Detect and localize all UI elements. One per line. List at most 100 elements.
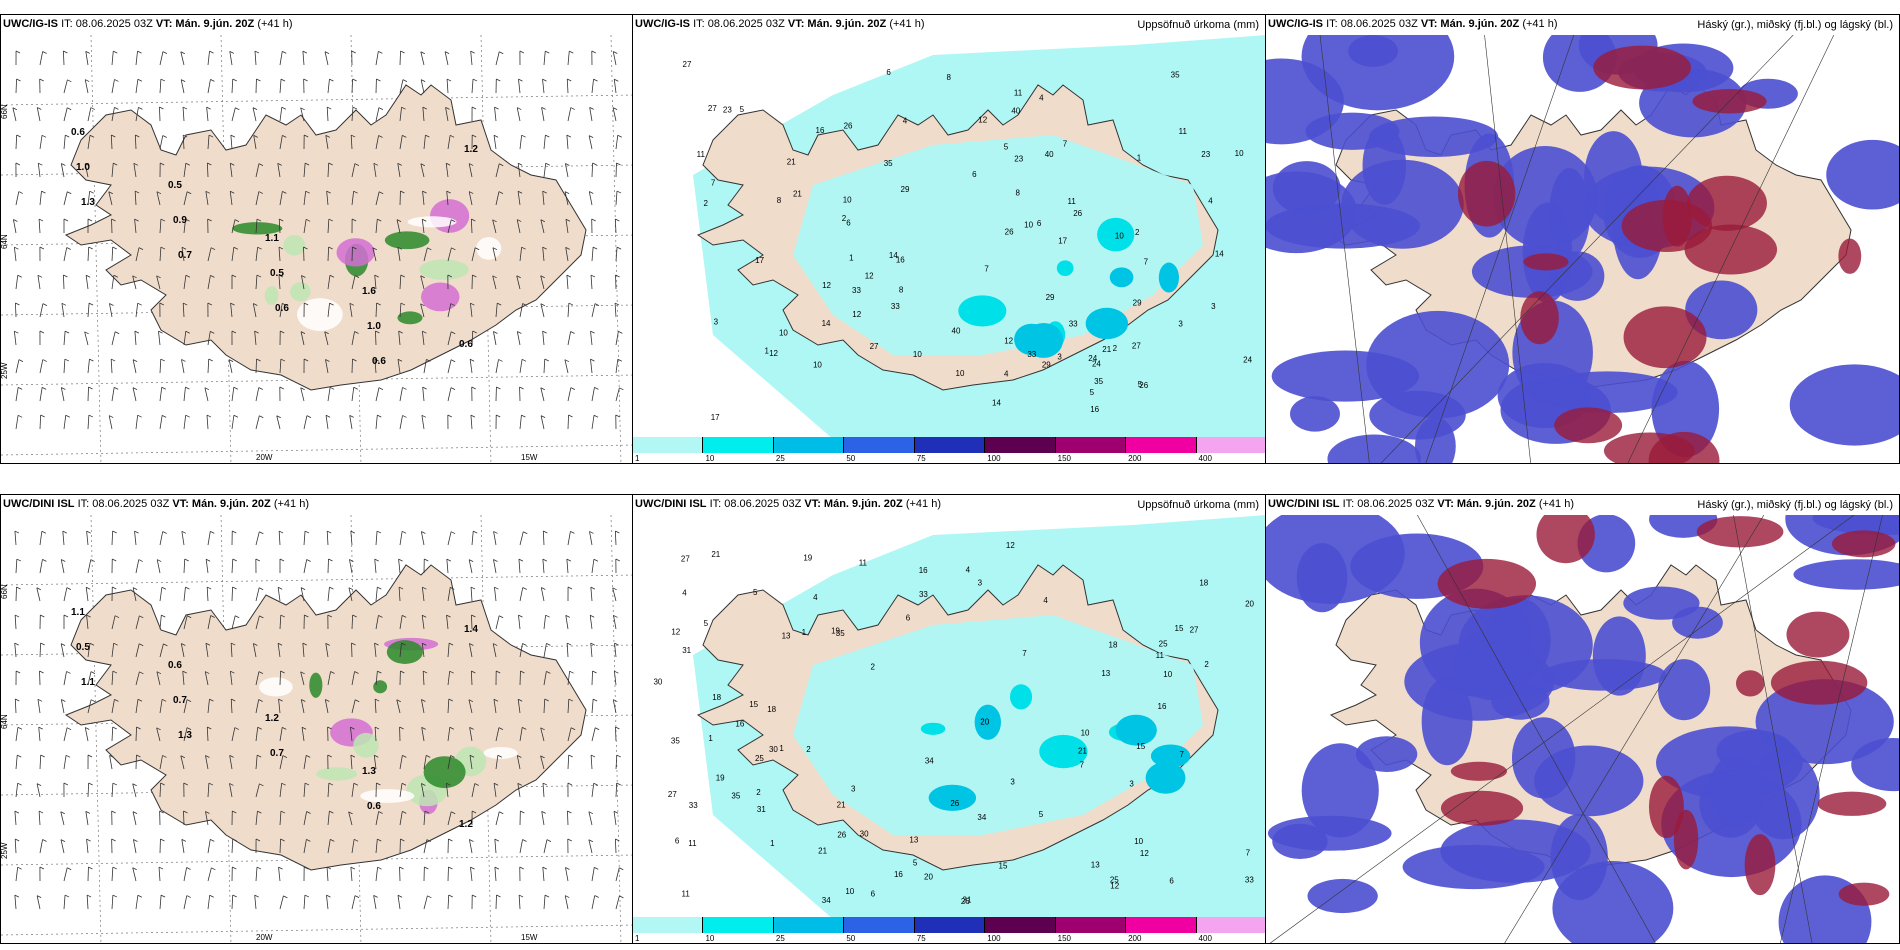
wind-barb — [519, 247, 523, 262]
wind-barb — [519, 643, 523, 658]
wind-barb-flag — [590, 754, 596, 758]
wind-barb — [111, 247, 114, 262]
wind-barb-flag — [156, 275, 161, 279]
wind-barb-flag — [233, 246, 239, 250]
precip-cell — [928, 784, 977, 811]
wind-barb — [39, 387, 43, 402]
wind-barb — [132, 783, 137, 798]
wind-barb — [278, 247, 281, 262]
wind-barb-flag — [186, 895, 191, 898]
wind-barb-flag — [18, 359, 24, 362]
wind-barb — [468, 559, 473, 574]
wind-barb — [446, 615, 449, 630]
precip-value-label: 33 — [1069, 319, 1078, 328]
wind-barb-flag — [67, 867, 72, 871]
precip-value-label: 5 — [1090, 388, 1095, 397]
wind-barb-flag — [232, 530, 237, 534]
wind-map: 0.60.51.11.60.61.00.90.51.01.21.30.70.60… — [1, 35, 632, 463]
wind-barb — [39, 191, 42, 206]
wind-barb-flag — [185, 274, 191, 278]
wind-barb — [135, 671, 140, 686]
legend-tick-label: 150 — [1057, 934, 1072, 943]
wind-barb — [206, 727, 209, 742]
wind-barb — [183, 587, 186, 602]
wind-barb — [542, 559, 545, 574]
precip-value-label: 17 — [1058, 237, 1067, 246]
wind-barb — [39, 755, 42, 770]
wind-barb — [111, 643, 115, 658]
precip-patch — [384, 231, 430, 250]
wind-barb — [87, 671, 92, 686]
wind-barb — [348, 587, 353, 602]
panel-title: UWC/DINI ISL IT: 08.06.2025 03Z VT: Mán.… — [3, 498, 309, 510]
wind-barb-flag — [401, 782, 407, 786]
wind-barb — [470, 671, 473, 686]
wind-barb — [159, 587, 163, 602]
wind-barb — [567, 727, 572, 742]
low-cloud — [1454, 628, 1532, 701]
wind-value-label: 0.6 — [275, 303, 289, 314]
wind-barb-flag — [564, 359, 570, 363]
wind-barb-flag — [446, 78, 452, 82]
wind-barb-flag — [494, 866, 500, 870]
wind-barb-flag — [517, 162, 523, 166]
precip-cell — [1145, 761, 1186, 794]
wind-barb — [230, 303, 233, 318]
wind-barb-flag — [17, 274, 22, 278]
wind-barb-flag — [183, 302, 188, 306]
wind-barb-flag — [63, 614, 69, 618]
wind-barb-flag — [570, 107, 575, 110]
wind-barb-flag — [352, 614, 357, 618]
legend-swatch — [914, 917, 986, 933]
wind-barb-flag — [257, 726, 262, 730]
wind-barb-flag — [159, 106, 164, 110]
wind-barb — [589, 531, 593, 546]
legend-swatch — [985, 437, 1056, 453]
wind-barb — [420, 303, 425, 318]
wind-barb — [588, 839, 593, 854]
wind-barb — [111, 107, 115, 122]
wind-barb — [327, 303, 330, 318]
wind-barb — [374, 359, 377, 374]
wind-barb — [519, 531, 524, 546]
wind-barb-flag — [354, 331, 359, 334]
wind-barb-flag — [329, 586, 334, 590]
wind-barb — [423, 895, 428, 910]
wind-barb — [423, 811, 426, 826]
wind-barb-flag — [565, 247, 570, 250]
wind-barb-flag — [15, 302, 20, 306]
wind-barb — [134, 531, 137, 546]
wind-barb-flag — [306, 754, 311, 758]
wind-barb-flag — [85, 727, 90, 730]
wind-barb-flag — [16, 558, 22, 562]
wind-barb-flag — [304, 614, 309, 618]
wind-barb — [351, 107, 354, 122]
wind-barb-flag — [616, 782, 621, 786]
iceland — [64, 564, 587, 871]
wind-barb-flag — [399, 726, 404, 730]
legend-swatch — [1055, 437, 1127, 453]
wind-barb — [180, 51, 185, 66]
lat-gridline — [1, 444, 632, 456]
wind-barb — [159, 531, 164, 546]
wind-barb-flag — [113, 50, 118, 54]
wind-barb-flag — [279, 558, 285, 562]
wind-barb-flag — [210, 275, 215, 278]
grid-line — [1733, 515, 1813, 943]
wind-barb — [87, 643, 91, 658]
precip-value-label: 8 — [899, 286, 904, 295]
wind-barb-flag — [594, 387, 599, 390]
precip-patch — [258, 677, 293, 697]
precip-value-label: 33 — [919, 590, 928, 599]
wind-barb — [303, 839, 307, 854]
wind-barb-flag — [235, 615, 240, 619]
wind-barb — [542, 191, 545, 206]
wind-barb-flag — [14, 894, 20, 898]
wind-barb-flag — [112, 246, 117, 250]
precip-value-label: 13 — [1091, 860, 1100, 869]
precip-value-label: 5 — [1138, 380, 1143, 389]
wind-barb-flag — [444, 51, 450, 54]
wind-barb-flag — [327, 614, 333, 618]
precip-value-label: 26 — [837, 831, 846, 840]
wind-barb-flag — [89, 134, 95, 138]
